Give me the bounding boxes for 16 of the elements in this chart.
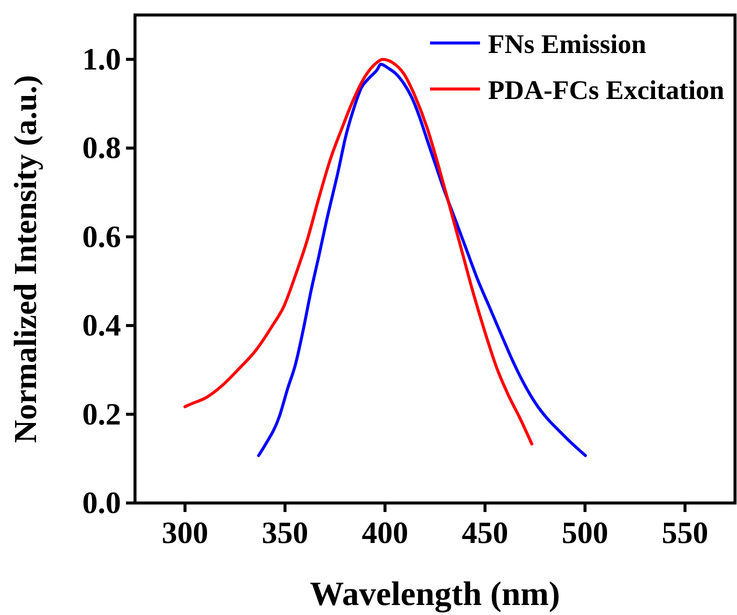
x-tick-label: 350 [262,515,308,550]
y-tick-label: 0.4 [82,308,121,343]
x-tick-label: 450 [462,515,508,550]
x-tick-label: 500 [562,515,608,550]
y-tick-label: 0.2 [82,396,121,432]
legend-label: PDA-FCs Excitation [488,75,724,105]
y-tick-label: 1.0 [82,41,121,76]
y-tick-label: 0.0 [82,485,121,520]
legend-label: FNs Emission [488,29,646,59]
y-tick-label: 0.6 [82,218,121,254]
x-axis-title: Wavelength (nm) [310,576,560,613]
x-tick-label: 400 [362,515,408,550]
y-tick-label: 0.8 [82,130,121,166]
y-axis-title: Normalized Intensity (a.u.) [7,75,43,443]
x-tick-label: 550 [662,515,708,550]
x-tick-label: 300 [162,515,208,550]
